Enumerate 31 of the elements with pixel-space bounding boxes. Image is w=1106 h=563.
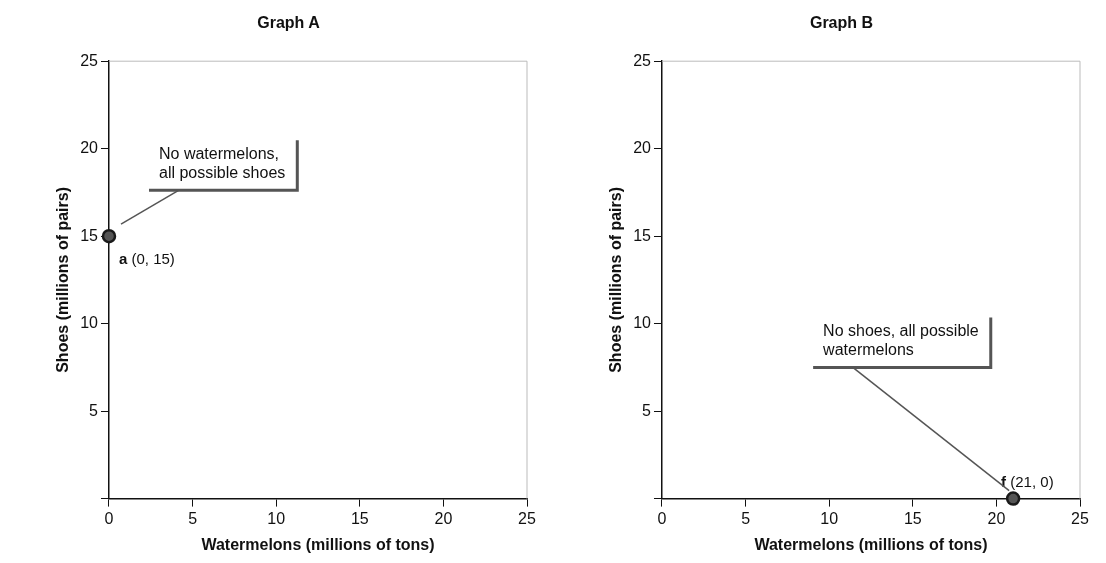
x-tick-label: 10 — [267, 509, 286, 527]
y-tick-label: 10 — [633, 314, 652, 332]
annotation: a (0, 15) — [119, 250, 175, 268]
y-tick-label: 10 — [80, 314, 99, 332]
x-tick-label: 5 — [741, 509, 751, 527]
chart-title: Graph B — [809, 14, 874, 32]
y-tick-label: 15 — [633, 226, 652, 244]
y-axis-title: Shoes (millions of pairs) — [607, 186, 625, 373]
x-tick-label: 0 — [657, 509, 667, 527]
y-tick-label: 15 — [80, 226, 99, 244]
chart-title: Graph A — [257, 14, 321, 32]
y-tick-label: 5 — [89, 401, 99, 419]
y-tick-label: 25 — [80, 51, 99, 69]
y-tick-label: 5 — [642, 401, 652, 419]
x-tick-label: 5 — [188, 509, 198, 527]
annotation: No watermelons, all possible shoes — [159, 144, 286, 181]
x-tick-label: 20 — [987, 509, 1006, 527]
x-tick-label: 15 — [903, 509, 922, 527]
x-tick-label: 20 — [434, 509, 453, 527]
y-tick-label: 20 — [633, 139, 652, 157]
y-tick-label: 25 — [633, 51, 652, 69]
y-axis-title: Shoes (millions of pairs) — [54, 186, 72, 373]
x-tick-label: 25 — [518, 509, 536, 527]
x-tick-label: 0 — [104, 509, 114, 527]
x-axis-title: Watermelons (millions of tons) — [754, 535, 988, 553]
annotation: No shoes, all possible watermelons — [822, 322, 979, 359]
x-tick-label: 15 — [350, 509, 369, 527]
y-tick-label: 20 — [80, 139, 99, 157]
x-tick-label: 10 — [820, 509, 839, 527]
x-tick-label: 25 — [1071, 509, 1089, 527]
x-axis-title: Watermelons (millions of tons) — [201, 535, 435, 553]
